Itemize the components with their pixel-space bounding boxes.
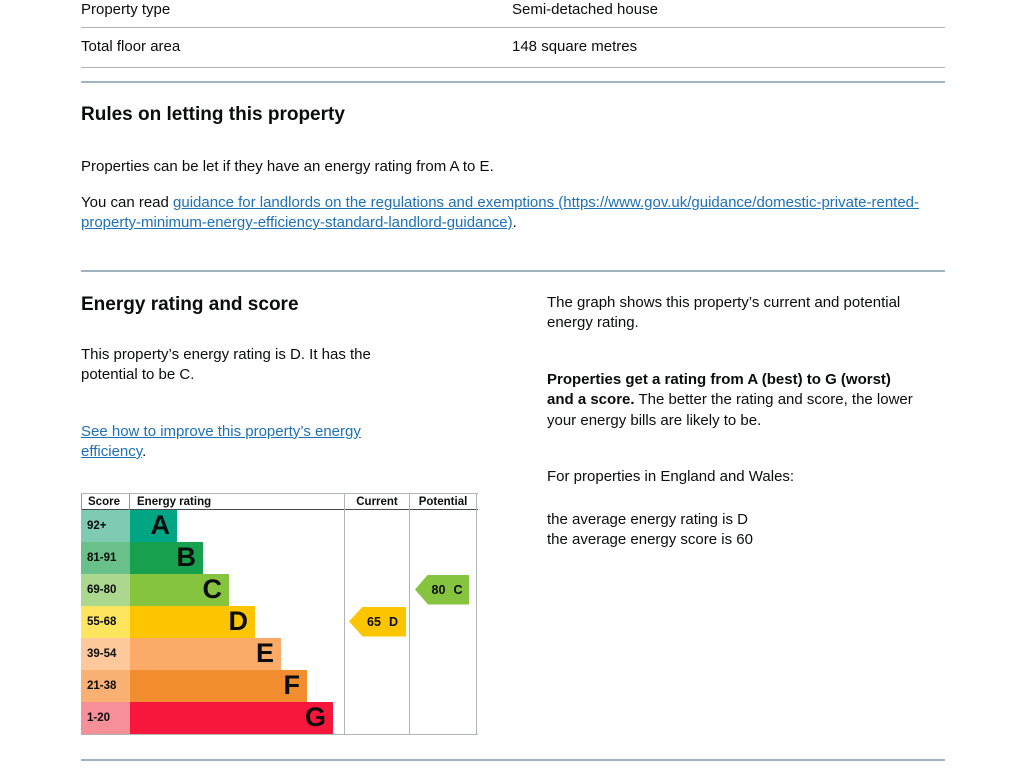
band-bar-cell: E [130, 637, 344, 670]
band-bar-cell: G [130, 701, 344, 734]
graph-explanation: The graph shows this property’s current … [547, 293, 901, 332]
band-bar-cell: F [130, 669, 344, 702]
potential-rating-arrow: 80 C [415, 574, 469, 605]
energy-rating-summary: This property’s energy rating is D. It h… [81, 345, 371, 384]
current-column-cell [344, 573, 409, 606]
current-column-cell [344, 541, 409, 574]
band-score-range: 21-38 [81, 669, 130, 702]
band-bar-cell: A [130, 509, 344, 542]
energy-rating-column-header: Energy rating [137, 495, 212, 508]
current-column-cell [344, 701, 409, 734]
band-letter: E [255, 638, 274, 668]
current-score-value: 65 [367, 614, 381, 629]
current-column-header: Current [344, 493, 409, 510]
epc-chart: Score Energy rating Current Potential 92… [81, 492, 478, 735]
epc-band-row-e: 39-54 E [81, 637, 478, 670]
rules-link-paragraph: You can read guidance for landlords on t… [81, 193, 945, 234]
potential-column-cell [409, 669, 477, 702]
band-bar-f: F [130, 669, 307, 702]
band-letter: A [150, 510, 171, 540]
average-score-line: the average energy score is 60 [547, 531, 753, 548]
band-score-range: 1-20 [81, 701, 130, 734]
rating-explanation-bold: Properties get a rating from A (best) to… [547, 370, 891, 409]
band-letter: F [283, 670, 301, 700]
improve-efficiency-link[interactable]: See how to improve this property’s energ… [81, 422, 361, 461]
improve-link-suffix: . [142, 443, 147, 460]
band-score-range: 55-68 [81, 605, 130, 638]
rules-heading: Rules on letting this property [81, 104, 345, 125]
current-column-cell [344, 637, 409, 670]
total-floor-area-value: 148 square metres [512, 38, 638, 55]
epc-band-row-a: 92+ A [81, 509, 478, 542]
potential-rating-letter: C [453, 582, 463, 597]
rating-explanation-rest: The better the rating and score, the low… [547, 391, 913, 429]
band-bar-b: B [130, 541, 203, 574]
band-letter: D [228, 606, 249, 636]
band-score-range: 92+ [81, 509, 130, 542]
current-column-cell: 65 D [344, 605, 409, 638]
band-letter: C [202, 574, 223, 604]
landlord-guidance-link[interactable]: guidance for landlords on the regulation… [81, 193, 920, 232]
potential-column-header: Potential [409, 493, 477, 510]
epc-band-row-g: 1-20 G [81, 701, 478, 734]
property-type-value: Semi-detached house [512, 1, 658, 18]
potential-column-cell [409, 701, 477, 734]
epc-band-row-b: 81-91 B [81, 541, 478, 574]
table-row: Total floor area 148 square metres [81, 28, 945, 68]
potential-column-cell [409, 637, 477, 670]
potential-column-cell [409, 605, 477, 638]
current-column-cell [344, 669, 409, 702]
band-score-range: 39-54 [81, 637, 130, 670]
section-divider [81, 269, 945, 272]
band-bar-cell: D [130, 605, 344, 638]
improve-link-paragraph: See how to improve this property’s energ… [81, 422, 427, 463]
potential-column-cell: 80 C [409, 573, 477, 606]
property-type-label: Property type [81, 1, 171, 18]
band-score-range: 81-91 [81, 541, 130, 574]
link-prefix-text: You can read [81, 193, 174, 211]
band-bar-cell: B [130, 541, 344, 574]
rules-paragraph: Properties can be let if they have an en… [81, 158, 494, 175]
energy-rating-heading: Energy rating and score [81, 293, 299, 315]
explanation-column: The graph shows this property’s current … [547, 293, 919, 735]
band-bar-c: C [130, 573, 229, 606]
section-divider [81, 81, 945, 83]
total-floor-area-label: Total floor area [81, 38, 181, 55]
band-bar-a: A [130, 509, 177, 542]
potential-score-value: 80 [431, 582, 446, 597]
current-column-cell [344, 509, 409, 542]
epc-band-row-d: 55-68 D 65 D [81, 605, 478, 638]
average-rating-line: the average energy rating is D [547, 510, 748, 528]
epc-chart-body: 92+ A 81-91 B 69-80 C 80 C 55-68 D 65 D 39-54 E 21-38 F… [81, 509, 478, 734]
current-rating-arrow: 65 D [349, 606, 406, 637]
potential-column-cell [409, 509, 477, 542]
band-letter: B [176, 542, 197, 572]
band-bar-e: E [130, 637, 281, 670]
england-wales-intro: For properties in England and Wales: [547, 468, 795, 485]
epc-chart-header: Score Energy rating Current Potential [81, 492, 478, 510]
epc-band-row-c: 69-80 C 80 C [81, 573, 478, 606]
score-column-header: Score [81, 493, 130, 510]
energy-rating-column: Energy rating and score This property’s … [81, 293, 481, 735]
table-row: Property type Semi-detached house [81, 0, 945, 28]
section-divider [81, 758, 945, 761]
band-score-range: 69-80 [81, 573, 130, 606]
band-bar-cell: C [130, 573, 344, 606]
average-stats: the average energy rating is D the averag… [547, 510, 919, 551]
current-rating-letter: D [388, 614, 398, 629]
rating-explanation: Properties get a rating from A (best) to… [547, 370, 919, 432]
band-letter: G [304, 702, 326, 732]
potential-column-cell [409, 541, 477, 574]
epc-band-row-f: 21-38 F [81, 669, 478, 702]
link-suffix-text: . [512, 214, 517, 231]
band-bar-g: G [130, 701, 333, 734]
band-bar-d: D [130, 605, 255, 638]
